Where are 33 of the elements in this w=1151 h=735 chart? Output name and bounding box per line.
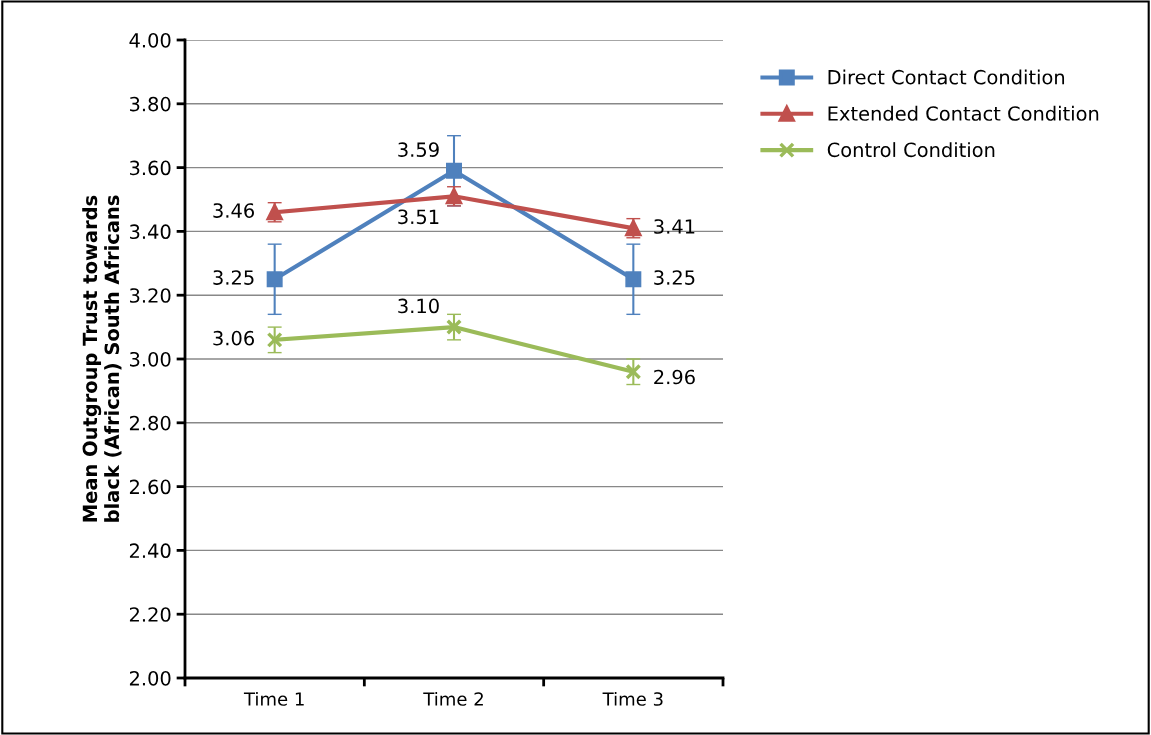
point bbox=[266, 331, 283, 348]
data-label: 3.51 bbox=[398, 209, 439, 225]
y-tick-label: 2.00 bbox=[129, 670, 171, 686]
point bbox=[446, 162, 462, 179]
y-tick-label: 3.20 bbox=[129, 288, 171, 303]
y-axis-title: Mean Outgroup Trust towards black (African) South Africans bbox=[82, 195, 122, 522]
y-tick-label: 2.20 bbox=[129, 607, 171, 622]
y-tick-label: 3.60 bbox=[129, 160, 171, 176]
data-label: 3.25 bbox=[654, 270, 695, 285]
y-tick-label: 3.40 bbox=[129, 224, 171, 240]
y-tick-label: 3.80 bbox=[129, 96, 171, 112]
x-tick-label: Time 3 bbox=[602, 691, 663, 706]
y-tick-label: 4.00 bbox=[129, 32, 171, 48]
legend-label: Extended Contact Condition bbox=[828, 105, 1099, 121]
data-label: 2.96 bbox=[654, 369, 695, 385]
point bbox=[625, 363, 642, 380]
point bbox=[266, 271, 283, 288]
legend-label: Direct Contact Condition bbox=[828, 69, 1065, 85]
point bbox=[446, 319, 462, 336]
y-tick-label: 2.40 bbox=[129, 543, 171, 559]
data-label: 3.59 bbox=[398, 142, 439, 157]
x-tick-label: Time 1 bbox=[243, 691, 304, 706]
data-label: 3.06 bbox=[213, 330, 254, 346]
data-label: 3.10 bbox=[398, 298, 439, 314]
data-label: 3.25 bbox=[213, 270, 254, 285]
point bbox=[625, 271, 642, 288]
data-label: 3.46 bbox=[213, 203, 254, 218]
y-tick-label: 3.00 bbox=[129, 351, 171, 367]
y-tick-label: 2.60 bbox=[129, 479, 171, 495]
x-tick-label: Time 2 bbox=[423, 691, 483, 706]
data-label: 3.41 bbox=[654, 219, 695, 234]
y-tick-label: 2.80 bbox=[129, 415, 171, 431]
legend-label: Control Condition bbox=[827, 142, 995, 158]
